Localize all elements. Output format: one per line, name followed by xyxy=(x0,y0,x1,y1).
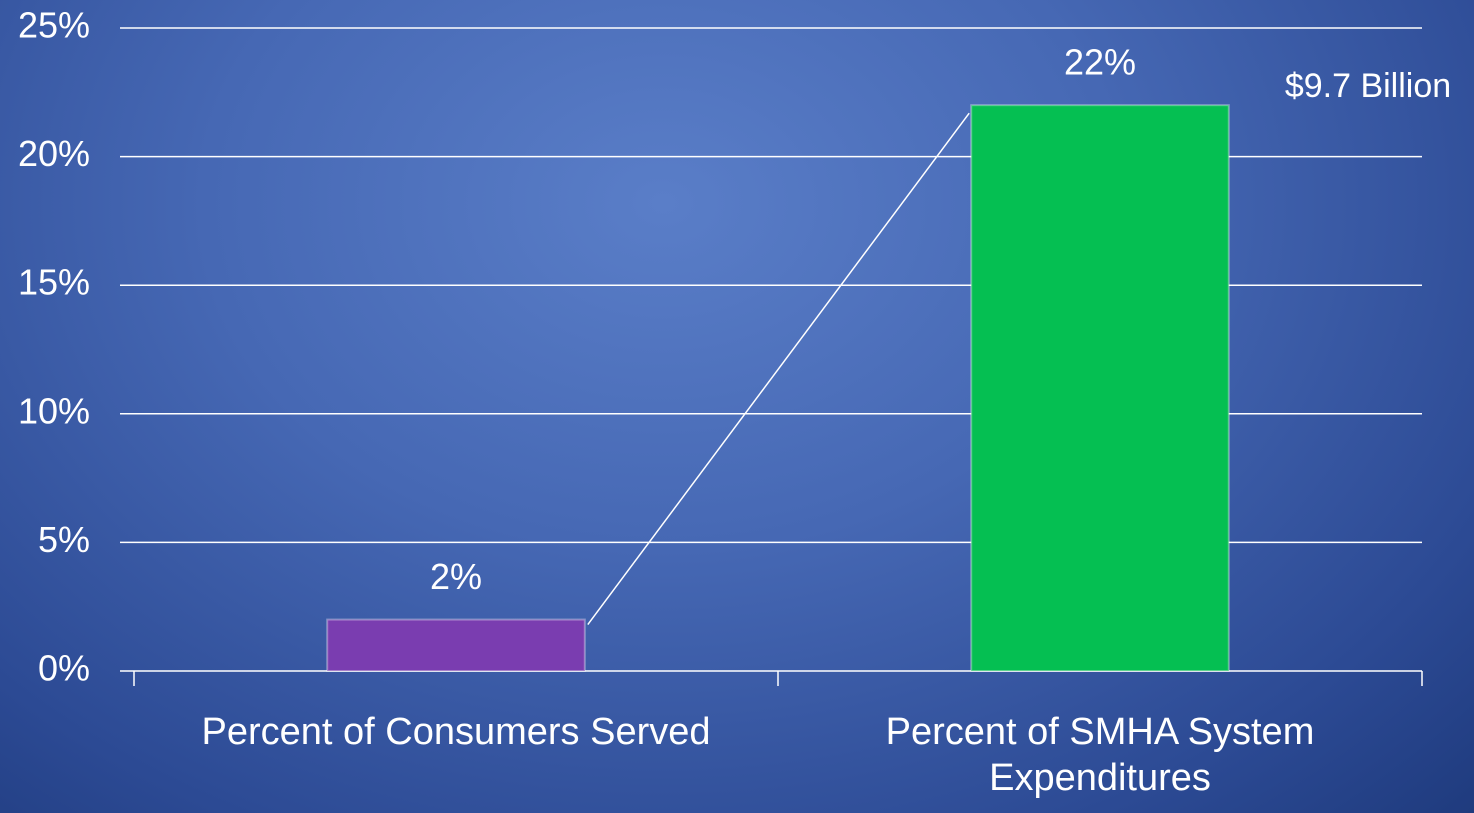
y-tick-label: 5% xyxy=(38,519,90,560)
y-tick-label: 20% xyxy=(18,133,90,174)
bar xyxy=(970,104,1230,673)
bar xyxy=(326,618,586,672)
x-tick-label: Percent of Consumers Served xyxy=(201,711,711,753)
x-tick-label: Percent of SMHA System Expenditures xyxy=(885,711,1315,799)
value-label: 2% xyxy=(430,556,482,597)
annotation: $9.7 Billion xyxy=(1285,67,1451,105)
connector-line xyxy=(587,112,970,626)
value-label: 22% xyxy=(1064,42,1136,83)
y-tick-label: 25% xyxy=(18,5,90,46)
y-tick-label: 15% xyxy=(18,262,90,303)
y-tick-label: 0% xyxy=(38,648,90,689)
y-tick-label: 10% xyxy=(18,390,90,431)
